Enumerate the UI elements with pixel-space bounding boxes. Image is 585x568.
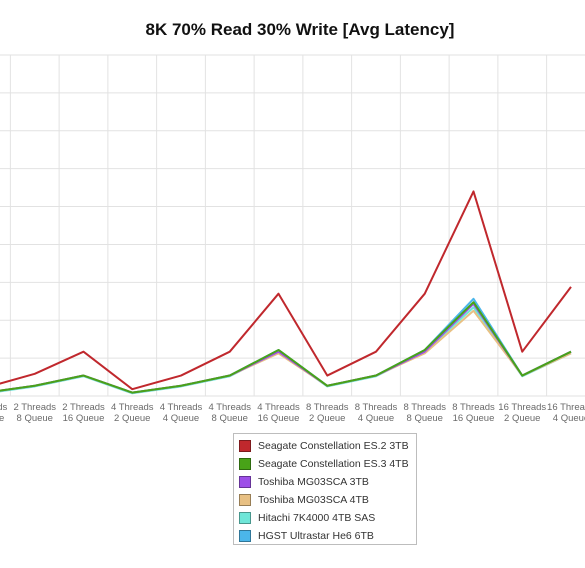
- x-tick-label: 4 Threads: [208, 402, 251, 413]
- series-line: [0, 190, 572, 391]
- legend-label: Hitachi 7K4000 4TB SAS: [258, 512, 376, 524]
- x-tick-label: 8 Threads: [355, 402, 398, 413]
- legend-item[interactable]: Seagate Constellation ES.2 3TB: [234, 437, 416, 455]
- x-tick-label: 8 Threads: [403, 402, 446, 413]
- legend: Seagate Constellation ES.2 3TB Seagate Co…: [233, 433, 417, 545]
- legend-swatch: [239, 458, 251, 470]
- series-layer: [0, 190, 572, 395]
- x-tick-label: 4 Threads: [257, 402, 300, 413]
- grid-layer: [0, 54, 585, 397]
- x-tick-label: 8 Queue: [17, 413, 53, 424]
- x-tick-label: 8 Threads: [306, 402, 349, 413]
- x-tick-label: 4 Queue: [358, 413, 394, 424]
- x-tick-label: 4 Queue: [553, 413, 585, 424]
- series-line: [0, 297, 572, 394]
- legend-item[interactable]: Toshiba MG03SCA 4TB: [234, 491, 416, 509]
- x-tick-label: 4 Threads: [111, 402, 154, 413]
- x-tick-label: 2 Queue: [114, 413, 150, 424]
- x-tick-label: 2 Queue: [309, 413, 345, 424]
- legend-swatch: [239, 530, 251, 542]
- x-tick-label: 4 Threads: [160, 402, 203, 413]
- x-tick-label: 2 Threads: [62, 402, 105, 413]
- legend-swatch: [239, 476, 251, 488]
- legend-label: HGST Ultrastar He6 6TB: [258, 530, 374, 542]
- chart-title: 8K 70% Read 30% Write [Avg Latency]: [146, 20, 455, 39]
- x-tick-label: 4 Queue: [163, 413, 199, 424]
- legend-label: Toshiba MG03SCA 3TB: [258, 476, 369, 488]
- legend-item[interactable]: Toshiba MG03SCA 3TB: [234, 473, 416, 491]
- legend-item[interactable]: Hitachi 7K4000 4TB SAS: [234, 509, 416, 527]
- legend-label: Seagate Constellation ES.3 4TB: [258, 458, 409, 470]
- legend-item[interactable]: Seagate Constellation ES.3 4TB: [234, 455, 416, 473]
- series-line: [0, 301, 572, 394]
- x-tick-label: 8 Queue: [212, 413, 248, 424]
- x-tick-label: 2 Threads: [13, 402, 56, 413]
- x-tick-label: 8 Queue: [407, 413, 443, 424]
- legend-swatch: [239, 440, 251, 452]
- x-tick-label: 1 Threads: [0, 402, 8, 413]
- x-tick-label: 16 Queue: [63, 413, 105, 424]
- x-tick-label: 16 Threads: [498, 402, 546, 413]
- x-tick-label: 16 Queue: [453, 413, 495, 424]
- x-tick-label: 2 Queue: [504, 413, 540, 424]
- legend-label: Toshiba MG03SCA 4TB: [258, 494, 369, 506]
- x-tick-label: 16 Queue: [258, 413, 300, 424]
- legend-swatch: [239, 512, 251, 524]
- x-tick-label: 2 Queue: [0, 413, 4, 424]
- legend-swatch: [239, 494, 251, 506]
- legend-item[interactable]: HGST Ultrastar He6 6TB: [234, 527, 416, 545]
- legend-label: Seagate Constellation ES.2 3TB: [258, 440, 409, 452]
- x-tick-label: 8 Threads: [452, 402, 495, 413]
- x-tick-label: 16 Threads: [547, 402, 585, 413]
